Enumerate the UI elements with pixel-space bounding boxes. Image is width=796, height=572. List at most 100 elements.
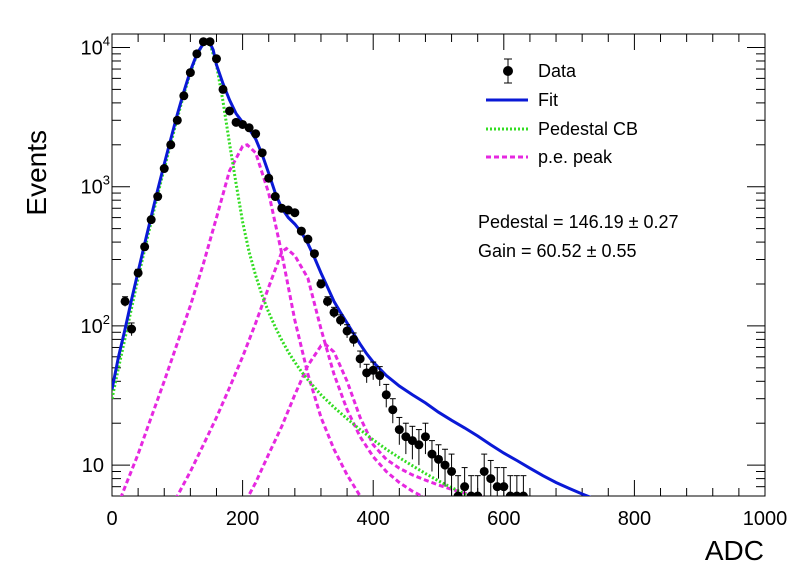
data-point <box>127 322 137 336</box>
y-tick-label: 104 <box>81 33 110 59</box>
data-point <box>198 37 208 47</box>
data-marker <box>407 436 417 446</box>
data-point <box>342 324 352 338</box>
pe-peak-curve-1 <box>119 143 362 496</box>
data-point <box>257 148 267 158</box>
data-marker <box>394 425 404 435</box>
data-point <box>420 422 430 455</box>
data-point <box>185 68 195 78</box>
data-marker <box>251 129 261 139</box>
data-point <box>427 440 437 472</box>
data-point <box>179 91 189 101</box>
fit-curve <box>112 40 592 496</box>
data-marker <box>146 215 156 225</box>
data-point <box>192 49 202 59</box>
data-marker <box>322 296 332 306</box>
data-point <box>388 398 398 424</box>
legend-entry-pedestal-cb: Pedestal CB <box>486 119 638 139</box>
legend-label: Data <box>538 61 577 81</box>
data-marker <box>120 296 130 306</box>
data-point <box>166 140 176 150</box>
legend-entry-fit: Fit <box>486 90 558 110</box>
data-point <box>362 363 372 383</box>
data-point <box>270 192 280 202</box>
data-point <box>453 475 463 496</box>
data-point <box>492 467 502 496</box>
data-point <box>140 242 150 252</box>
data-marker <box>316 279 326 289</box>
x-tick-label: 400 <box>357 508 390 530</box>
data-marker <box>381 390 391 400</box>
data-marker <box>127 324 137 334</box>
x-tick-label: 0 <box>106 508 117 530</box>
data-marker <box>290 208 300 218</box>
data-point <box>336 314 346 326</box>
data-marker <box>303 234 313 244</box>
data-point <box>290 208 300 218</box>
data-point <box>205 37 215 47</box>
data-point <box>133 268 143 278</box>
data-marker <box>225 106 235 116</box>
data-marker <box>388 405 398 415</box>
data-marker <box>447 466 457 476</box>
data-marker <box>486 474 496 484</box>
data-point <box>120 296 130 307</box>
data-point <box>414 429 424 466</box>
data-marker <box>140 242 150 252</box>
data-marker <box>172 115 182 125</box>
data-point <box>375 366 385 387</box>
data-marker <box>453 491 463 496</box>
data-points <box>120 37 528 496</box>
data-marker <box>159 164 169 174</box>
data-point <box>434 444 443 479</box>
data-marker <box>499 482 509 492</box>
data-marker <box>179 91 189 101</box>
data-marker <box>329 307 339 317</box>
data-point <box>322 296 332 307</box>
data-point <box>349 332 359 347</box>
data-point <box>440 448 450 487</box>
legend-entry-p-e-peak: p.e. peak <box>486 147 613 167</box>
data-point <box>473 475 483 496</box>
data-marker <box>218 84 228 94</box>
data-marker <box>192 49 202 59</box>
data-point <box>486 459 496 496</box>
data-marker <box>309 249 319 259</box>
data-point <box>309 249 319 259</box>
data-marker <box>133 268 143 278</box>
data-marker <box>427 449 437 459</box>
data-marker <box>518 491 528 496</box>
data-marker <box>244 123 254 133</box>
data-marker <box>264 173 274 183</box>
data-marker <box>211 54 221 64</box>
data-point <box>329 306 339 318</box>
data-point <box>518 475 528 496</box>
data-marker <box>185 68 195 78</box>
data-point <box>244 123 254 133</box>
pedestal-cb-curve <box>112 40 473 496</box>
data-point <box>225 106 235 116</box>
legend: Data Fit Pedestal CB p.e. peak <box>486 58 638 167</box>
data-point <box>401 422 411 455</box>
data-point <box>296 226 306 236</box>
data-marker <box>166 140 176 150</box>
y-tick-label: 10 <box>82 455 104 477</box>
data-marker <box>270 192 280 202</box>
data-point <box>355 350 365 368</box>
data-marker <box>205 37 215 47</box>
y-tick-label: 102 <box>81 312 110 338</box>
data-point <box>447 453 457 496</box>
legend-entry-data: Data <box>503 58 577 84</box>
x-tick-label: 800 <box>618 508 651 530</box>
data-point <box>159 164 169 174</box>
data-point <box>460 467 470 496</box>
legend-label: p.e. peak <box>538 147 613 167</box>
data-marker <box>153 192 163 202</box>
data-point <box>251 129 261 139</box>
data-point <box>153 192 163 202</box>
data-marker <box>349 334 359 344</box>
y-axis-title: Events <box>21 130 52 216</box>
data-marker <box>257 148 267 158</box>
data-marker <box>420 432 430 442</box>
